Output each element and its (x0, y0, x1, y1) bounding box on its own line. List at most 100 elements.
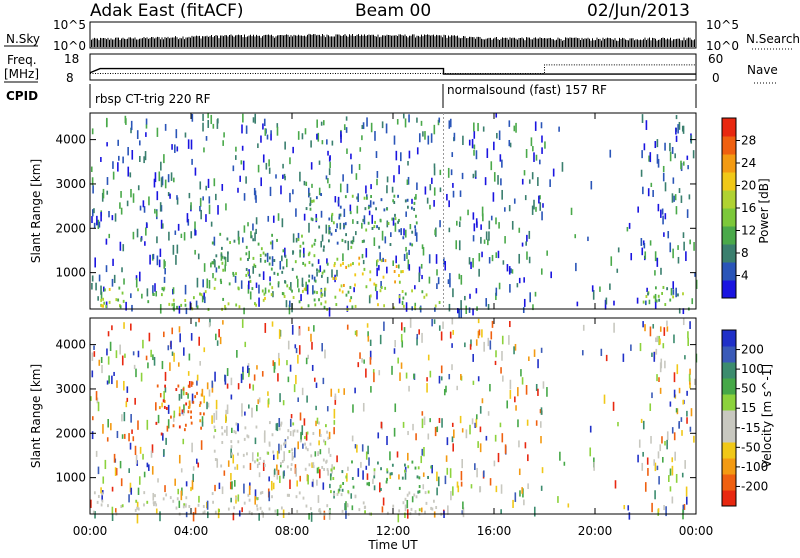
heatmap-cell (398, 274, 400, 278)
heatmap-cell (292, 430, 295, 437)
heatmap-cell (488, 231, 490, 241)
heatmap-cell (216, 458, 219, 468)
heatmap-cell (391, 186, 394, 193)
heatmap-cell (223, 470, 226, 476)
heatmap-cell (671, 146, 674, 154)
heatmap-cell (671, 465, 674, 476)
heatmap-cell (187, 384, 190, 388)
heatmap-cell (351, 460, 353, 464)
heatmap-cell (492, 192, 495, 202)
heatmap-cell (408, 114, 410, 123)
heatmap-cell (367, 206, 370, 210)
heatmap-cell (361, 222, 363, 229)
heatmap-cell (156, 191, 159, 201)
heatmap-cell (235, 272, 237, 276)
heatmap-cell (300, 294, 302, 302)
colorbar-tick-label: -15 (741, 421, 761, 435)
heatmap-cell (100, 356, 103, 363)
heatmap-cell (419, 306, 422, 310)
heatmap-cell (380, 280, 382, 289)
heatmap-cell (599, 286, 601, 292)
heatmap-cell (330, 468, 333, 472)
heatmap-cell (185, 503, 187, 508)
heatmap-cell (369, 200, 372, 208)
heatmap-cell (542, 381, 545, 389)
heatmap-cell (500, 178, 502, 186)
heatmap-cell (214, 484, 216, 492)
heatmap-cell (178, 406, 181, 417)
heatmap-cell (321, 343, 323, 352)
heatmap-cell (258, 273, 261, 277)
heatmap-cell (232, 454, 235, 464)
heatmap-cell (301, 277, 304, 287)
heatmap-cell (685, 496, 688, 505)
heatmap-cell (353, 287, 355, 293)
heatmap-cell (213, 236, 216, 246)
y-tick-label: 4000 (55, 133, 86, 147)
heatmap-cell (664, 440, 666, 446)
heatmap-cell (160, 161, 162, 171)
heatmap-cell (270, 480, 273, 491)
heatmap-cell (137, 288, 139, 292)
heatmap-cell (147, 300, 150, 304)
heatmap-cell (200, 393, 203, 397)
heatmap-cell (358, 262, 361, 266)
heatmap-cell (221, 432, 224, 436)
heatmap-cell (673, 334, 675, 344)
heatmap-cell (305, 446, 308, 450)
heatmap-cell (328, 239, 330, 243)
heatmap-cell (433, 499, 435, 503)
heatmap-cell (406, 499, 409, 509)
heatmap-cell (479, 443, 482, 453)
heatmap-cell (227, 302, 230, 306)
heatmap-cell (373, 237, 376, 246)
heatmap-cell (451, 152, 454, 158)
heatmap-cell (319, 433, 322, 437)
heatmap-cell (105, 265, 108, 273)
heatmap-cell (301, 133, 304, 140)
heatmap-cell (159, 393, 162, 398)
heatmap-cell (178, 500, 181, 508)
heatmap-cell (373, 471, 376, 476)
heatmap-cell (212, 123, 215, 129)
heatmap-cell (276, 464, 278, 471)
heatmap-cell (105, 301, 108, 309)
heatmap-cell (267, 398, 270, 405)
heatmap-cell (380, 286, 383, 290)
heatmap-cell (439, 187, 442, 193)
heatmap-cell (175, 388, 178, 392)
heatmap-cell (508, 139, 511, 147)
heatmap-cell (173, 302, 175, 312)
heatmap-cell (224, 374, 226, 382)
heatmap-cell (269, 241, 272, 245)
heatmap-cell (252, 117, 255, 123)
heatmap-cell (468, 257, 471, 265)
heatmap-cell (347, 240, 350, 251)
heatmap-cell (226, 425, 228, 436)
heatmap-cell (190, 486, 192, 492)
heatmap-cell (321, 140, 324, 145)
heatmap-cell (315, 196, 318, 200)
heatmap-cell (342, 261, 344, 265)
heatmap-cell (471, 138, 474, 149)
heatmap-cell (529, 292, 531, 303)
heatmap-cell (126, 386, 129, 393)
heatmap-cell (478, 268, 480, 277)
heatmap-cell (221, 255, 224, 259)
time-tick-label: 00:00 (73, 524, 108, 538)
heatmap-cell (493, 172, 496, 182)
heatmap-cell (137, 185, 140, 191)
heatmap-cell (438, 417, 441, 423)
heatmap-cell (90, 396, 92, 401)
heatmap-cell (664, 213, 667, 220)
beam-label: Beam 00 (355, 1, 431, 21)
heatmap-cell (308, 279, 310, 283)
heatmap-cell (119, 344, 121, 355)
heatmap-cell (234, 275, 237, 283)
heatmap-cell (321, 293, 324, 297)
heatmap-cell (513, 198, 516, 204)
heatmap-cell (479, 426, 482, 433)
heatmap-cell (282, 174, 284, 179)
heatmap-cell (256, 507, 259, 511)
